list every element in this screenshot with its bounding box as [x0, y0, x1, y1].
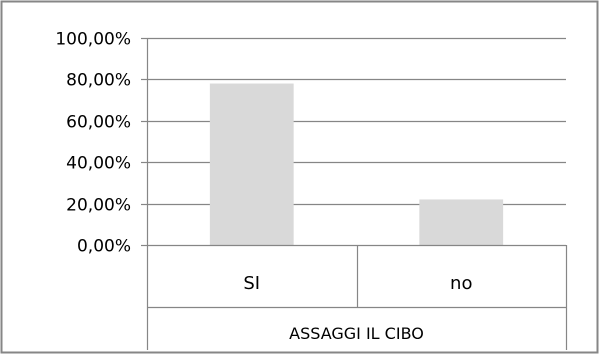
category-label: no [450, 273, 472, 294]
axes [146, 38, 568, 350]
bar-no [419, 199, 504, 245]
y-tick-label: 20,00% [66, 196, 131, 216]
y-tick-label: 100,00% [55, 30, 131, 50]
y-tick-label: 60,00% [66, 113, 131, 133]
y-tick-labels: 0,00% 20,00% 40,00% 60,00% 80,00% 100,00% [55, 30, 131, 257]
category-labels: SI no [243, 273, 472, 294]
category-group-label: ASSAGGI IL CIBO [289, 324, 424, 343]
y-tick-label: 40,00% [66, 154, 131, 174]
category-label: SI [243, 273, 260, 294]
y-tick-label: 0,00% [77, 237, 131, 257]
y-tick-label: 80,00% [66, 71, 131, 91]
bars [209, 83, 504, 245]
bar-si [209, 83, 294, 245]
